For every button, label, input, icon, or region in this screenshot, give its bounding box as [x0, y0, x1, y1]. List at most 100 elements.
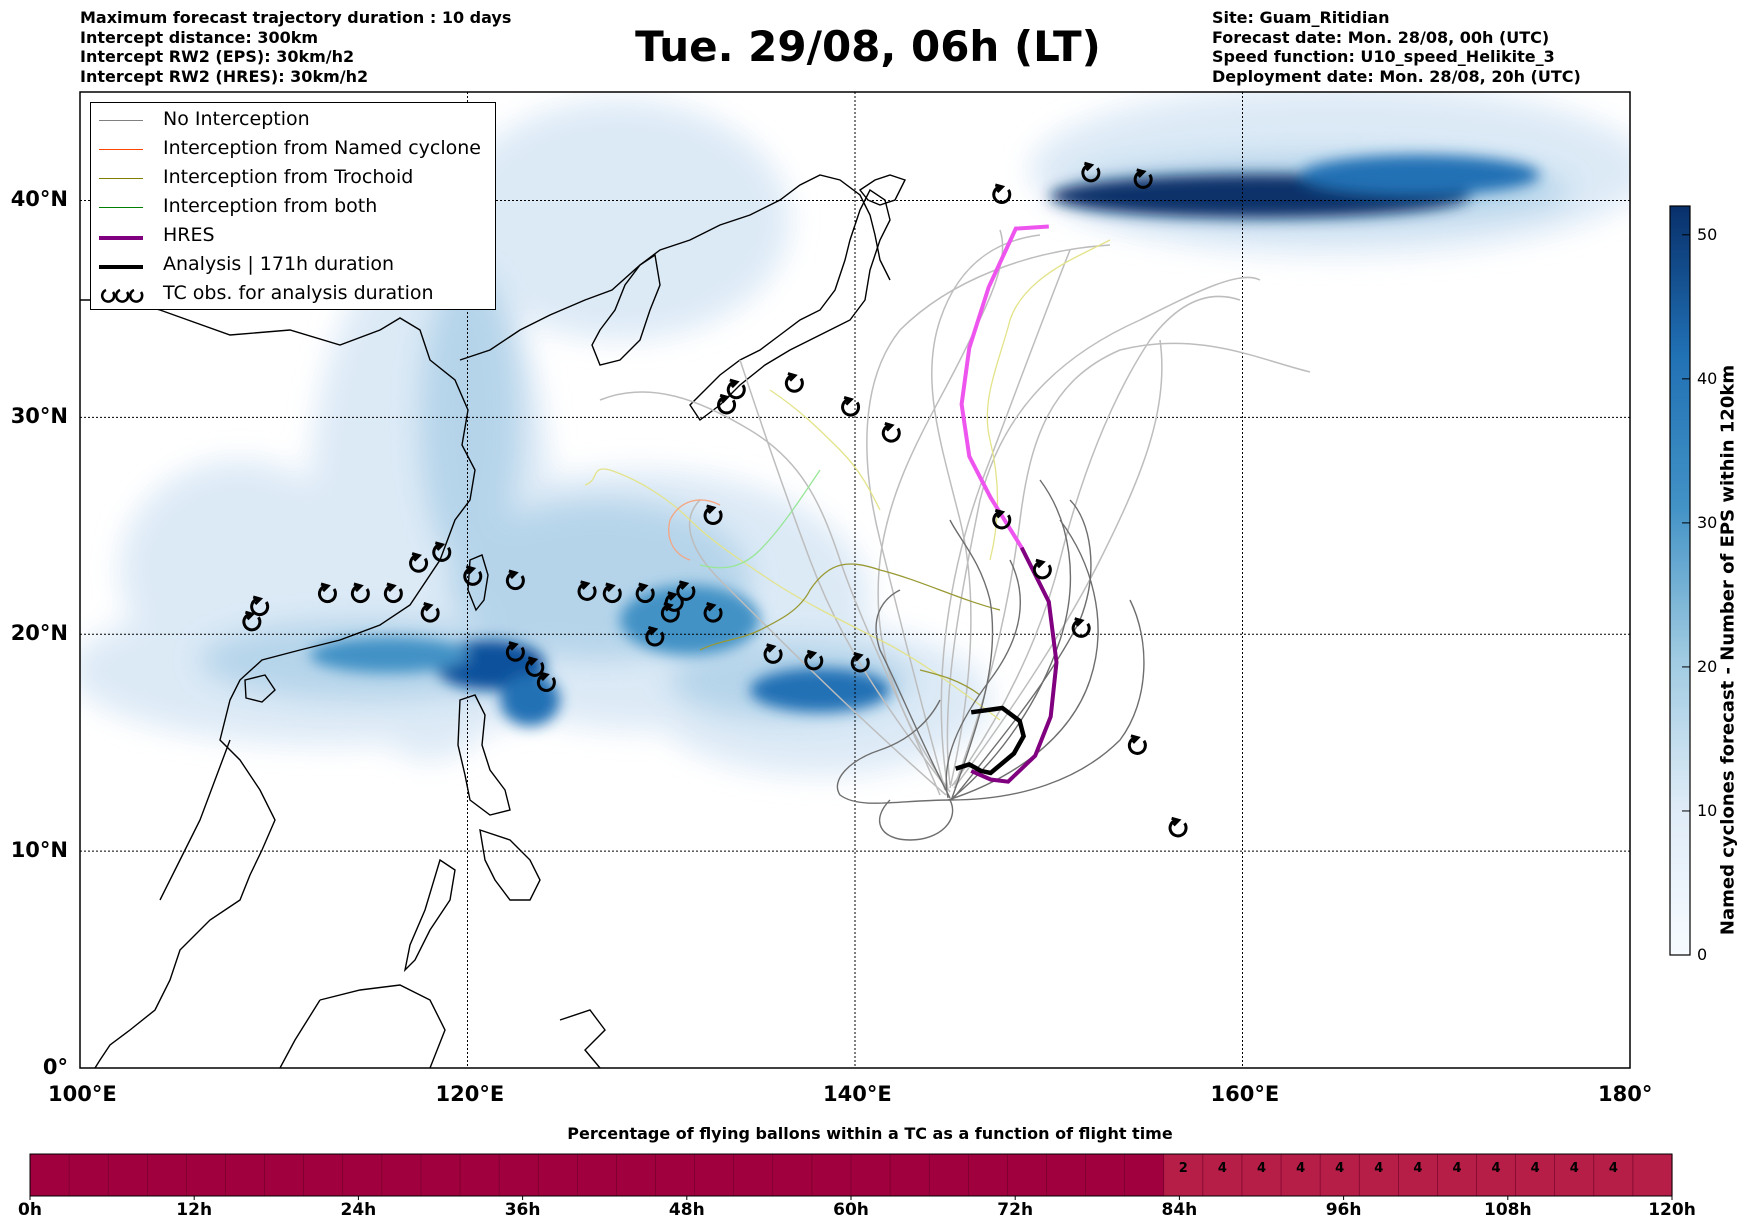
map-frame: [79, 91, 1631, 1069]
tc-symbol-icon: [763, 643, 783, 664]
tc-symbol-icon: [525, 656, 545, 677]
percentage-cell: [733, 1154, 774, 1196]
percentage-cell: [342, 1154, 383, 1196]
percentage-cell: [616, 1154, 657, 1196]
tc-symbol-icon: [577, 580, 597, 601]
coastline-mainland: [80, 299, 476, 1068]
tc-symbol-icon: [841, 396, 861, 417]
percentage-tick-label: 48h: [668, 1200, 705, 1220]
density-core: [310, 637, 470, 673]
trajectory-no-interception: [951, 499, 1092, 801]
percentage-bar: [29, 1153, 1673, 1200]
percentage-cell: [772, 1154, 813, 1196]
trajectory-trochoid-dark: [699, 563, 1001, 651]
coastline-indochina: [159, 739, 231, 901]
tc-symbol-icon: [1127, 734, 1147, 755]
trajectory-trochoid: [769, 389, 881, 511]
percentage-value-label: 4: [1608, 1161, 1618, 1176]
coastline-borneo: [279, 984, 446, 1068]
percentage-cell: [890, 1154, 930, 1196]
coastlines: [80, 174, 906, 1068]
latitude-tick-label: 10°N: [10, 838, 68, 863]
tc-symbol-icon: [602, 582, 622, 604]
header-right-line: Speed function: U10_speed_Helikite_3: [1212, 47, 1555, 66]
percentage-value-label: 4: [1452, 1161, 1462, 1176]
percentage-tick-label: 60h: [833, 1200, 869, 1220]
header-right-line: Forecast date: Mon. 28/08, 00h (UTC): [1212, 27, 1550, 47]
colorbar-tick-label: 10: [1697, 800, 1718, 820]
colorbar-tick-label: 40: [1697, 368, 1718, 388]
tc-symbol-icon: [703, 602, 723, 623]
tc-symbol-icon: [784, 372, 804, 393]
percentage-tick-label: 84h: [1161, 1200, 1198, 1220]
percentage-value-label: 4: [1491, 1161, 1501, 1176]
tc-symbol-icon: [536, 671, 556, 692]
percentage-value-label: 4: [1569, 1161, 1579, 1176]
page-title: Tue. 29/08, 06h (LT): [635, 22, 1101, 71]
density-core: [750, 668, 890, 712]
percentage-cell: [1320, 1154, 1360, 1196]
trajectory-no-interception: [940, 249, 1071, 791]
trajectory-no-interception: [951, 295, 1241, 787]
tc-symbol-icon: [992, 183, 1012, 204]
percentage-value-label: 4: [1374, 1161, 1384, 1176]
density-core: [500, 674, 560, 726]
header-right-line: Deployment date: Mon. 28/08, 20h (UTC): [1212, 66, 1581, 86]
colorbar-title: Named cyclones forecast - Number of EPS …: [1717, 364, 1739, 936]
tc-symbol-icon: [242, 610, 262, 632]
hres-track-early: [959, 224, 1049, 549]
legend-label: Interception from Named cyclone: [163, 137, 481, 159]
percentage-cell: [929, 1154, 969, 1196]
percentage-cell: [1241, 1154, 1282, 1196]
percentage-cell: [811, 1154, 852, 1196]
coastline-sulawesi: [559, 1009, 606, 1068]
density-core: [1300, 155, 1540, 195]
trajectory-no-interception: [688, 499, 947, 796]
percentage-cell: [1281, 1154, 1321, 1196]
tc-symbol-icon: [804, 649, 824, 671]
trajectory-no-interception: [949, 519, 994, 799]
percentage-tick-label: 120h: [1648, 1200, 1696, 1220]
latitude-tick-label: 40°N: [10, 187, 68, 212]
trajectory-trochoid: [584, 468, 1001, 721]
trajectories: [584, 224, 1311, 841]
percentage-cell: [1437, 1154, 1478, 1196]
legend-label: Interception from Trochoid: [163, 166, 414, 188]
tc-symbol-icon: [635, 582, 655, 604]
legend-label: HRES: [163, 224, 215, 246]
percentage-tick-label: 36h: [504, 1200, 541, 1220]
trajectory-no-interception: [947, 519, 1099, 801]
percentage-cell: [694, 1154, 735, 1196]
percentage-value-label: 2: [1178, 1161, 1188, 1176]
trajectory-no-interception: [945, 559, 1022, 799]
trajectory-no-interception: [875, 589, 951, 799]
tc-symbol-icon: [1133, 168, 1153, 189]
density-core: [620, 585, 760, 655]
percentage-value-label: 4: [1296, 1161, 1306, 1176]
percentage-cell: [460, 1154, 500, 1196]
percentage-cell: [30, 1154, 70, 1196]
header-left-line: Intercept RW2 (EPS): 30km/h2: [80, 47, 355, 66]
latitude-tick-label: 30°N: [10, 404, 68, 429]
trajectory-no-interception: [931, 234, 1041, 789]
tc-symbol-icon: [992, 508, 1012, 530]
percentage-cell: [1476, 1154, 1517, 1196]
colorbar-tick-label: 30: [1697, 512, 1718, 532]
tc-symbol-icon: [1168, 816, 1188, 838]
percentage-cell: [1632, 1154, 1673, 1196]
colorbar-tick-label: 0: [1697, 945, 1708, 964]
percentage-cell: [851, 1154, 891, 1196]
percentage-cell: [499, 1154, 539, 1196]
coastline-philippines-south: [403, 828, 541, 973]
percentage-cell: [1202, 1154, 1243, 1196]
percentage-cell: [1124, 1154, 1165, 1196]
percentage-cell: [303, 1154, 344, 1196]
trajectory-no-interception: [866, 244, 1111, 791]
percentage-cell: [1085, 1154, 1126, 1196]
percentage-cell: [264, 1154, 305, 1196]
analysis-track: [955, 705, 1027, 776]
density-mid: [420, 270, 520, 570]
trajectory-no-interception: [836, 699, 951, 804]
percentage-cell: [1046, 1154, 1087, 1196]
legend-swatch: [99, 149, 143, 150]
